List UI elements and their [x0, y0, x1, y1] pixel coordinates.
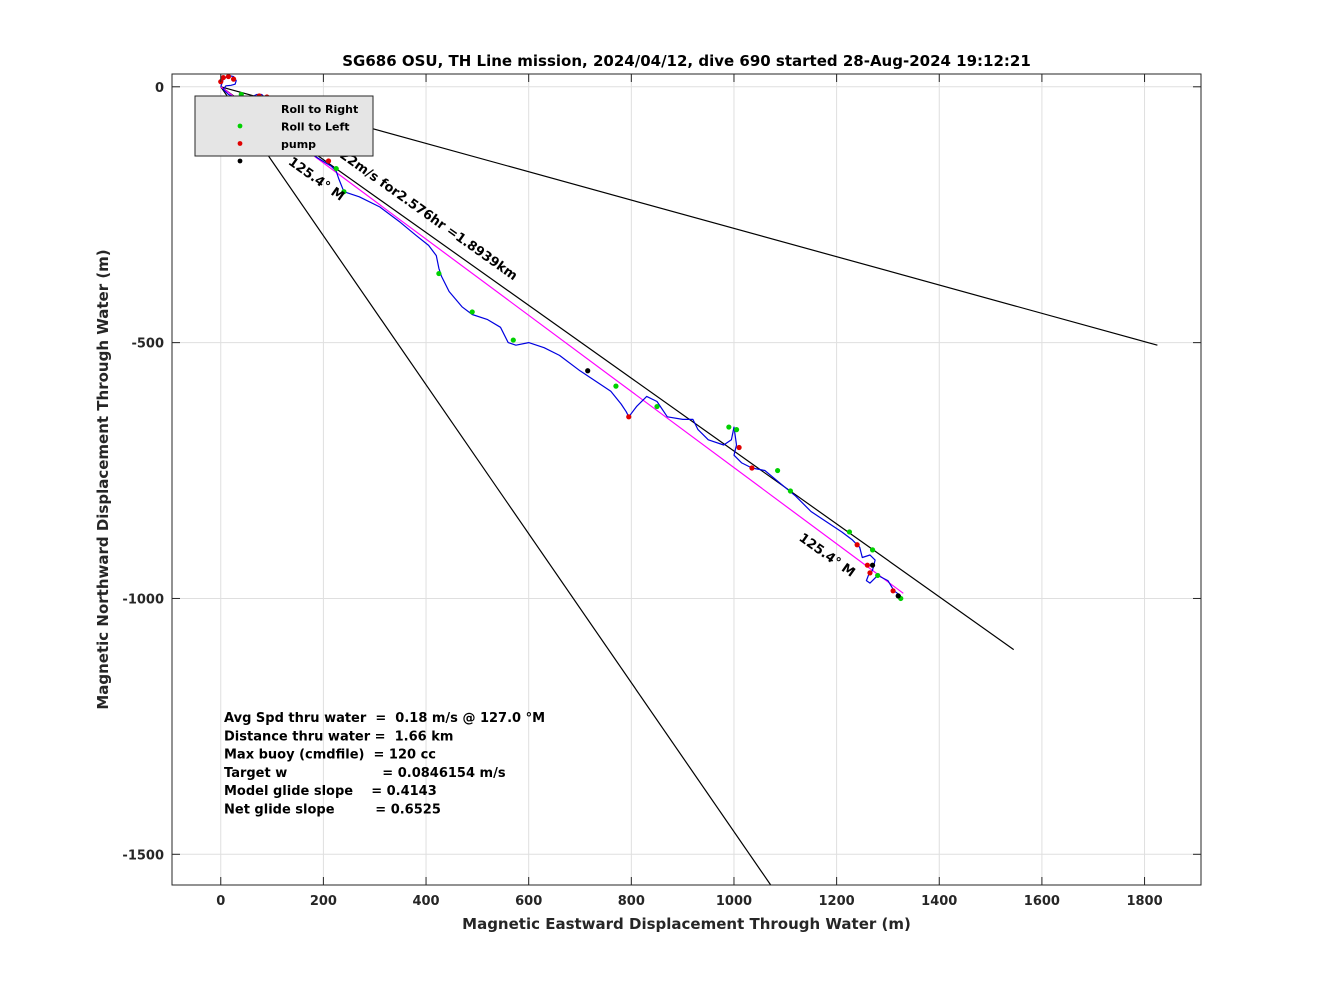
ticks: 0 200 400 600 800 1000 1200 1400 1600 1800 0 -500 -1… — [122, 74, 1201, 909]
reference-line — [220, 86, 772, 885]
y-tick-label: -500 — [131, 337, 164, 352]
x-tick-label: 800 — [618, 894, 645, 909]
marker-point — [510, 337, 516, 343]
y-tick-label: -1500 — [122, 848, 164, 863]
x-tick-label: 1000 — [716, 894, 752, 909]
legend-box — [194, 95, 374, 157]
y-axis-label: Magnetic Northward Displacement Through … — [94, 249, 112, 709]
x-tick-label: 600 — [515, 894, 542, 909]
marker-point — [869, 562, 876, 568]
marker-point — [333, 166, 339, 172]
legend-label: Roll to Left — [281, 121, 350, 134]
marker-point — [890, 588, 896, 594]
marker-point — [787, 488, 794, 494]
x-tick-label: 1800 — [1126, 894, 1162, 909]
marker-point — [469, 309, 475, 315]
x-tick-label: 200 — [310, 894, 337, 909]
stat-line: Model glide slope = 0.4143 — [224, 784, 437, 799]
legend: Roll to Right Roll to Left pump — [194, 95, 374, 164]
grid — [172, 74, 1201, 885]
y-tick-label: -1000 — [122, 592, 164, 607]
stat-line: Avg Spd thru water = 0.18 m/s @ 127.0 °M — [224, 711, 545, 726]
marker-point — [341, 189, 347, 195]
reference-line — [220, 86, 1015, 651]
marker-point — [654, 403, 660, 410]
marker-point — [225, 74, 232, 80]
stat-line: Net glide slope = 0.6525 — [224, 803, 441, 818]
x-tick-label: 1400 — [921, 894, 957, 909]
marker-point — [613, 383, 619, 389]
legend-marker — [237, 158, 243, 164]
marker-point — [867, 570, 873, 576]
marker-point — [220, 74, 226, 81]
axes-background — [172, 74, 1201, 885]
stat-line: Max buoy (cmdfile) = 120 cc — [224, 748, 436, 763]
marker-point — [846, 529, 853, 535]
plot-area — [218, 74, 1158, 885]
legend-marker — [237, 123, 243, 129]
reference-line — [220, 86, 904, 594]
chart-title: SG686 OSU, TH Line mission, 2024/04/12, … — [342, 52, 1031, 70]
marker-point — [895, 593, 901, 599]
x-axis-label: Magnetic Eastward Displacement Through W… — [462, 915, 911, 933]
marker-point — [869, 547, 876, 553]
marker-point — [436, 270, 442, 277]
stats-block: Avg Spd thru water = 0.18 m/s @ 127.0 °M… — [224, 711, 545, 818]
legend-marker — [237, 141, 243, 146]
marker-point — [854, 542, 860, 548]
x-tick-label: 1200 — [819, 894, 855, 909]
legend-label: Roll to Right — [281, 103, 358, 116]
marker-point — [585, 368, 591, 374]
stat-line: Target w = 0.0846154 m/s — [224, 766, 506, 781]
x-tick-label: 400 — [412, 894, 439, 909]
marker-point — [774, 467, 781, 474]
marker-point — [875, 572, 881, 579]
axes-frame — [171, 73, 1202, 886]
stat-line: Distance thru water = 1.66 km — [224, 729, 453, 744]
marker-point — [726, 424, 732, 430]
marker-point — [230, 76, 237, 82]
marker-point — [325, 158, 332, 164]
marker-point — [733, 427, 740, 433]
marker-point — [736, 444, 742, 451]
legend-label: pump — [281, 138, 316, 151]
marker-point — [864, 562, 871, 568]
x-tick-label: 0 — [216, 894, 225, 909]
x-tick-label: 1600 — [1024, 894, 1060, 909]
marker-point — [749, 465, 755, 471]
marker-point — [626, 414, 632, 420]
y-tick-label: 0 — [155, 81, 164, 96]
reference-line — [220, 86, 1158, 346]
